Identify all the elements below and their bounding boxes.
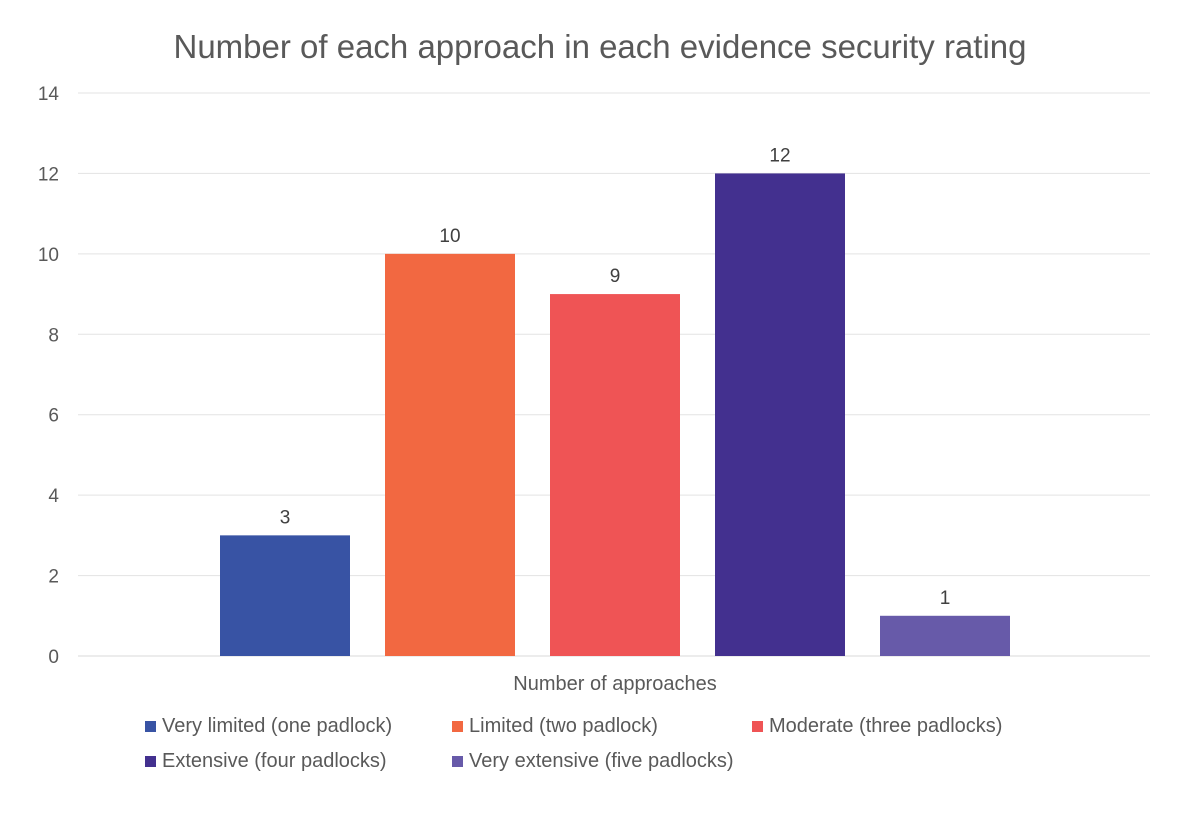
bar [880,615,1010,656]
legend-row-2: Extensive (four padlocks) Very extensive… [145,744,1145,779]
y-tick-label: 4 [48,486,59,507]
legend-label: Moderate (three padlocks) [769,715,1003,737]
data-label: 10 [439,226,460,247]
legend-swatch [145,721,156,732]
legend-item-very-extensive: Very extensive (five padlocks) [452,750,734,773]
bar [385,253,515,656]
legend-item-limited: Limited (two padlock) [452,715,752,738]
data-label: 9 [610,266,621,287]
bar [550,294,680,656]
legend-item-very-limited: Very limited (one padlock) [145,715,452,738]
bar [715,173,845,656]
x-axis-label: Number of approaches [513,673,716,695]
legend-swatch [752,721,763,732]
y-tick-label: 12 [38,164,59,185]
y-tick-label: 10 [38,245,59,266]
legend-label: Limited (two padlock) [469,715,658,737]
legend-swatch [452,756,463,767]
legend: Very limited (one padlock) Limited (two … [145,709,1145,779]
legend-label: Extensive (four padlocks) [162,750,387,772]
y-tick-label: 0 [48,647,59,668]
chart-title: Number of each approach in each evidence… [173,28,1027,65]
legend-swatch [452,721,463,732]
legend-label: Very extensive (five padlocks) [469,750,734,772]
y-tick-label: 6 [48,406,59,427]
y-tick-label: 8 [48,325,59,346]
y-axis-ticks: 0 2 4 6 8 10 12 14 [38,84,60,668]
legend-label: Very limited (one padlock) [162,715,393,737]
y-tick-label: 14 [38,84,60,105]
bars [220,173,1010,656]
bar [220,535,350,656]
data-labels: 3 10 9 12 1 [280,145,951,608]
legend-item-extensive: Extensive (four padlocks) [145,750,452,773]
legend-row-1: Very limited (one padlock) Limited (two … [145,709,1145,744]
legend-item-moderate: Moderate (three padlocks) [752,715,1002,738]
data-label: 1 [940,588,951,609]
legend-swatch [145,756,156,767]
data-label: 12 [769,145,790,166]
data-label: 3 [280,507,291,528]
y-tick-label: 2 [48,567,59,588]
